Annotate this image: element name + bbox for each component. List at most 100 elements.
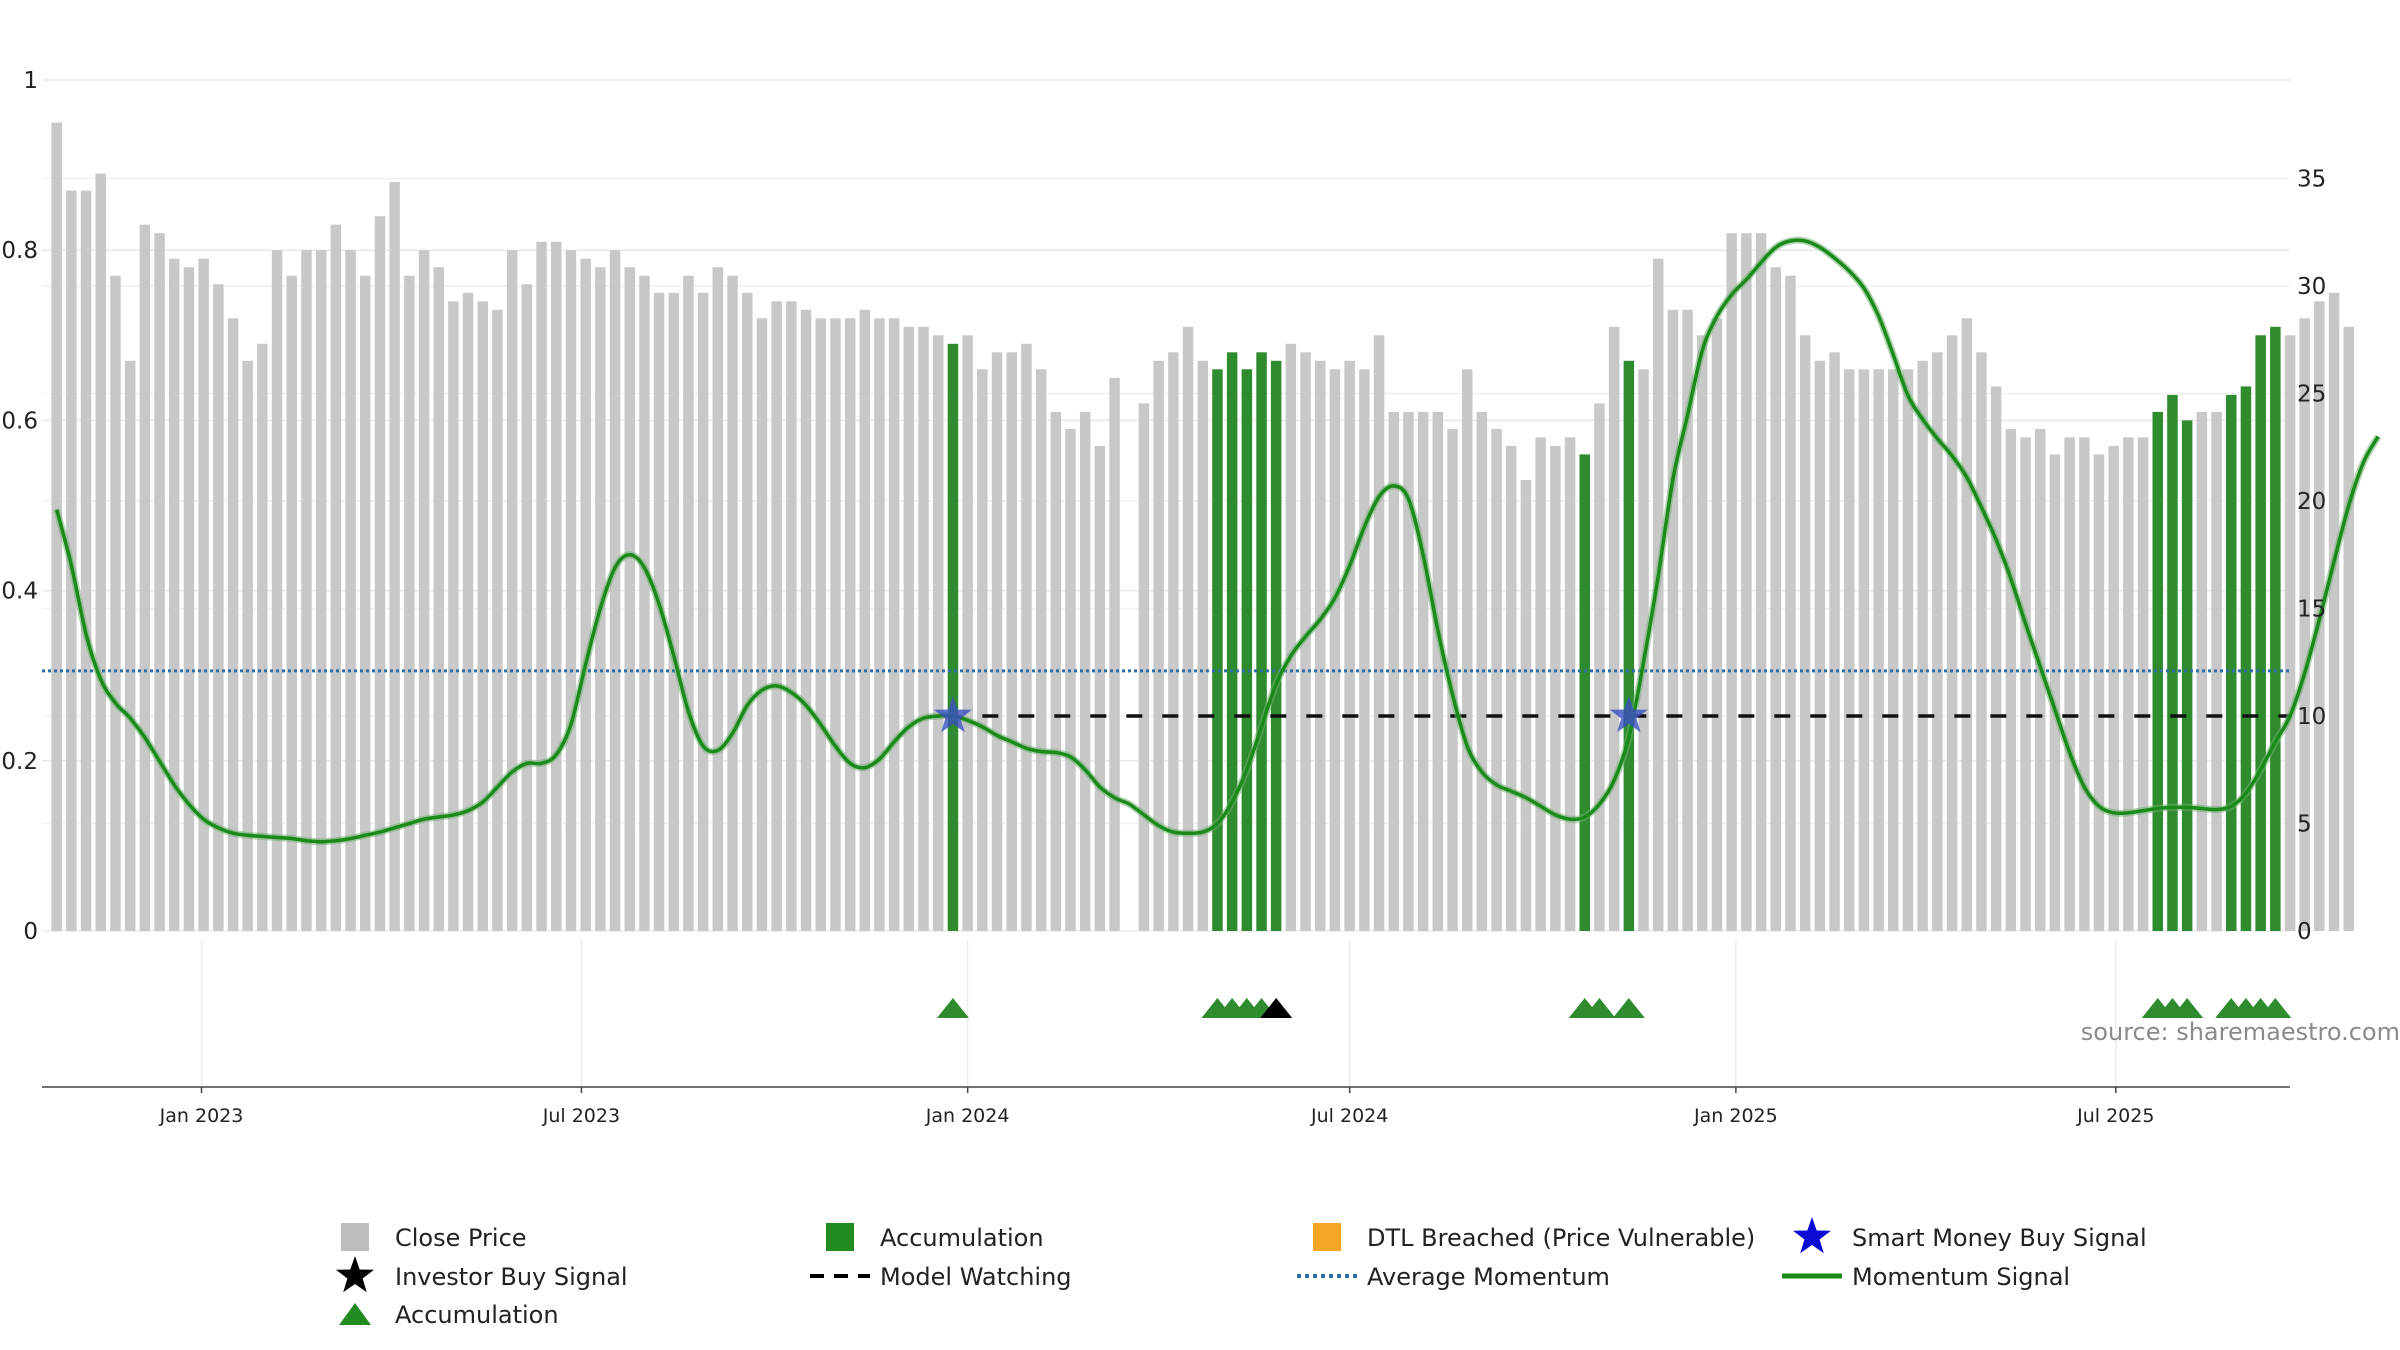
left-axis-tick-label: 0: [23, 919, 38, 945]
close-price-bar: [51, 122, 62, 932]
legend-square-icon: [826, 1223, 854, 1251]
close-price-bar: [874, 318, 885, 931]
close-price-bar: [2328, 292, 2340, 932]
close-price-bar: [1035, 369, 1047, 931]
close-price-bar: [521, 284, 533, 931]
close-price-bar: [418, 250, 430, 931]
left-axis-tick-label: 1: [23, 68, 38, 94]
close-price-bar: [2123, 437, 2134, 931]
legend-item: Average Momentum: [1297, 1263, 1610, 1291]
close-price-bar: [2343, 326, 2354, 931]
source-label: source: sharemaestro.com: [2081, 1018, 2400, 1046]
legend-label: Investor Buy Signal: [395, 1263, 628, 1291]
close-price-bar: [962, 335, 973, 931]
close-price-bar: [404, 275, 415, 931]
legend-label: Close Price: [395, 1224, 527, 1252]
close-price-bar: [1065, 428, 1076, 931]
close-price-bar: [2196, 411, 2208, 931]
right-axis-tick-label: 5: [2297, 812, 2312, 838]
momentum-signal-line: [55, 238, 2380, 844]
close-price-bar: [844, 318, 856, 931]
close-price-bar: [1329, 369, 1341, 931]
close-price-bar: [1961, 318, 1972, 931]
right-axis-tick-label: 20: [2297, 489, 2326, 515]
legend-label: Momentum Signal: [1852, 1263, 2070, 1291]
close-price-bar: [580, 258, 591, 931]
markers-layer: [933, 696, 2292, 1018]
close-price-bar: [742, 292, 753, 932]
close-price-bar: [609, 250, 621, 931]
close-price-bar: [2137, 437, 2149, 931]
close-price-bar: [2064, 437, 2075, 931]
close-price-bar: [139, 224, 151, 931]
close-price-bar: [462, 292, 474, 932]
close-price-bar: [1564, 437, 1576, 931]
close-price-bar: [727, 275, 738, 931]
close-price-bar: [2005, 428, 2017, 931]
bars-layer: [51, 122, 2354, 932]
close-price-bar: [1755, 233, 1767, 931]
close-price-bar: [286, 275, 297, 931]
legend-label: Accumulation: [880, 1224, 1044, 1252]
close-price-bar: [1711, 318, 1723, 931]
close-price-bar: [80, 190, 92, 932]
close-price-bar: [360, 275, 371, 931]
close-price-bar: [1462, 369, 1473, 931]
close-price-bar: [1432, 411, 1444, 931]
close-price-bar: [639, 275, 650, 931]
close-price-bar: [1844, 369, 1855, 931]
close-price-bar: [1344, 360, 1355, 931]
close-price-bar: [1447, 428, 1458, 931]
legend-label: Model Watching: [880, 1263, 1072, 1291]
close-price-bar: [991, 352, 1003, 931]
close-price-bar: [888, 318, 900, 931]
x-axis-tick-label: Jan 2024: [925, 1105, 1010, 1127]
close-price-bar: [1682, 309, 1693, 931]
accumulation-bar: [1623, 360, 1635, 931]
close-price-bar: [169, 258, 180, 931]
investor-buy-triangle: [1260, 998, 1293, 1018]
legend-square-icon: [341, 1223, 369, 1251]
close-price-bar: [1608, 326, 1620, 931]
close-price-bar: [257, 343, 268, 931]
accumulation-bar: [1226, 352, 1238, 931]
close-price-bar: [1594, 403, 1605, 931]
x-axis-tick-label: Jan 2023: [159, 1105, 244, 1127]
right-axis-tick-label: 15: [2297, 597, 2326, 623]
legend-triangle-icon: [339, 1303, 371, 1325]
close-price-bar: [2093, 454, 2105, 931]
close-price-bar: [536, 241, 547, 931]
close-price-bar: [315, 250, 327, 931]
legend-item: Close Price: [341, 1223, 527, 1252]
close-price-bar: [110, 275, 121, 931]
close-price-bar: [1050, 411, 1062, 931]
accumulation-bar: [2270, 326, 2281, 931]
legend-square-icon: [1313, 1223, 1341, 1251]
close-price-bar: [1888, 369, 1899, 931]
close-price-bar: [1976, 352, 1987, 931]
legend-item: DTL Breached (Price Vulnerable): [1313, 1223, 1755, 1252]
close-price-bar: [477, 301, 488, 931]
accumulation-triangle: [2259, 998, 2292, 1018]
close-price-bar: [2049, 454, 2061, 931]
close-price-bar: [1476, 411, 1488, 931]
legend-item: Accumulation: [339, 1301, 559, 1329]
close-price-bar: [1506, 445, 1517, 931]
close-price-bar: [1741, 233, 1752, 931]
accumulation-bar: [2181, 420, 2193, 931]
close-price-bar: [124, 360, 136, 931]
close-price-bar: [1021, 343, 1032, 931]
legend-label: DTL Breached (Price Vulnerable): [1367, 1224, 1755, 1252]
close-price-bar: [1153, 360, 1164, 931]
close-price-bar: [1315, 360, 1326, 931]
legend-item: Accumulation: [826, 1223, 1044, 1252]
smart-money-buy-star: [933, 696, 972, 733]
close-price-bar: [1359, 369, 1370, 931]
close-price-bar: [1168, 352, 1179, 931]
close-price-bar: [771, 301, 782, 931]
x-axis-tick-label: Jan 2025: [1693, 1105, 1778, 1127]
left-axis-tick-label: 0.8: [1, 238, 38, 264]
close-price-bar: [242, 360, 253, 931]
close-price-bar: [1094, 445, 1106, 931]
